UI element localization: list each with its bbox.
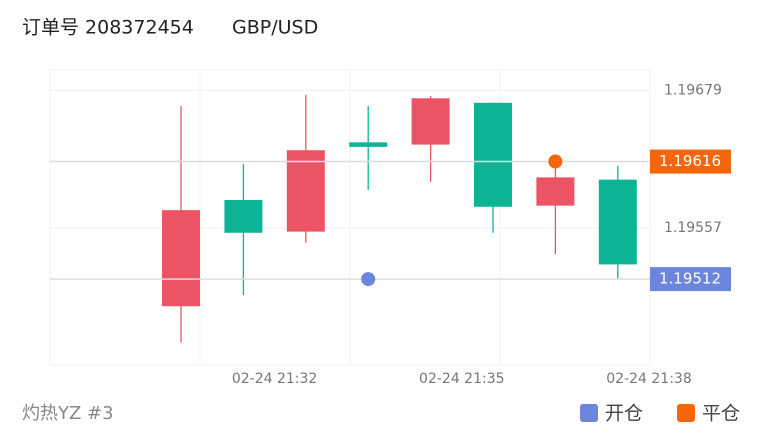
x-tick-label: 02-24 21:32 bbox=[232, 371, 317, 387]
y-tick-label: 1.19679 bbox=[664, 82, 722, 98]
order-number: 订单号 208372454 bbox=[22, 17, 194, 39]
legend-label: 平仓 bbox=[702, 403, 740, 425]
legend-swatch bbox=[580, 404, 598, 422]
candle-body bbox=[162, 210, 200, 307]
candle-body bbox=[598, 179, 637, 265]
price-label-box bbox=[650, 267, 731, 292]
candle-body bbox=[474, 102, 512, 207]
symbol: GBP/USD bbox=[232, 17, 318, 39]
trade-marker bbox=[548, 154, 563, 169]
candle-body bbox=[286, 150, 325, 232]
x-tick-label: 02-24 21:38 bbox=[606, 371, 691, 387]
candle-body bbox=[224, 199, 263, 233]
y-tick-label: 1.19557 bbox=[664, 220, 722, 236]
legend-swatch bbox=[677, 404, 695, 422]
price-label: 1.19512 bbox=[659, 270, 721, 288]
x-tick-label: 02-24 21:35 bbox=[419, 371, 504, 387]
price-label: 1.19616 bbox=[659, 152, 721, 170]
price-label-box bbox=[650, 149, 731, 174]
candle-body bbox=[536, 177, 575, 206]
candle-body bbox=[411, 98, 450, 145]
footer: 灼热YZ #3 bbox=[22, 403, 114, 424]
candle-body bbox=[349, 142, 388, 147]
trade-marker bbox=[361, 272, 376, 287]
legend-label: 开仓 bbox=[605, 403, 643, 425]
